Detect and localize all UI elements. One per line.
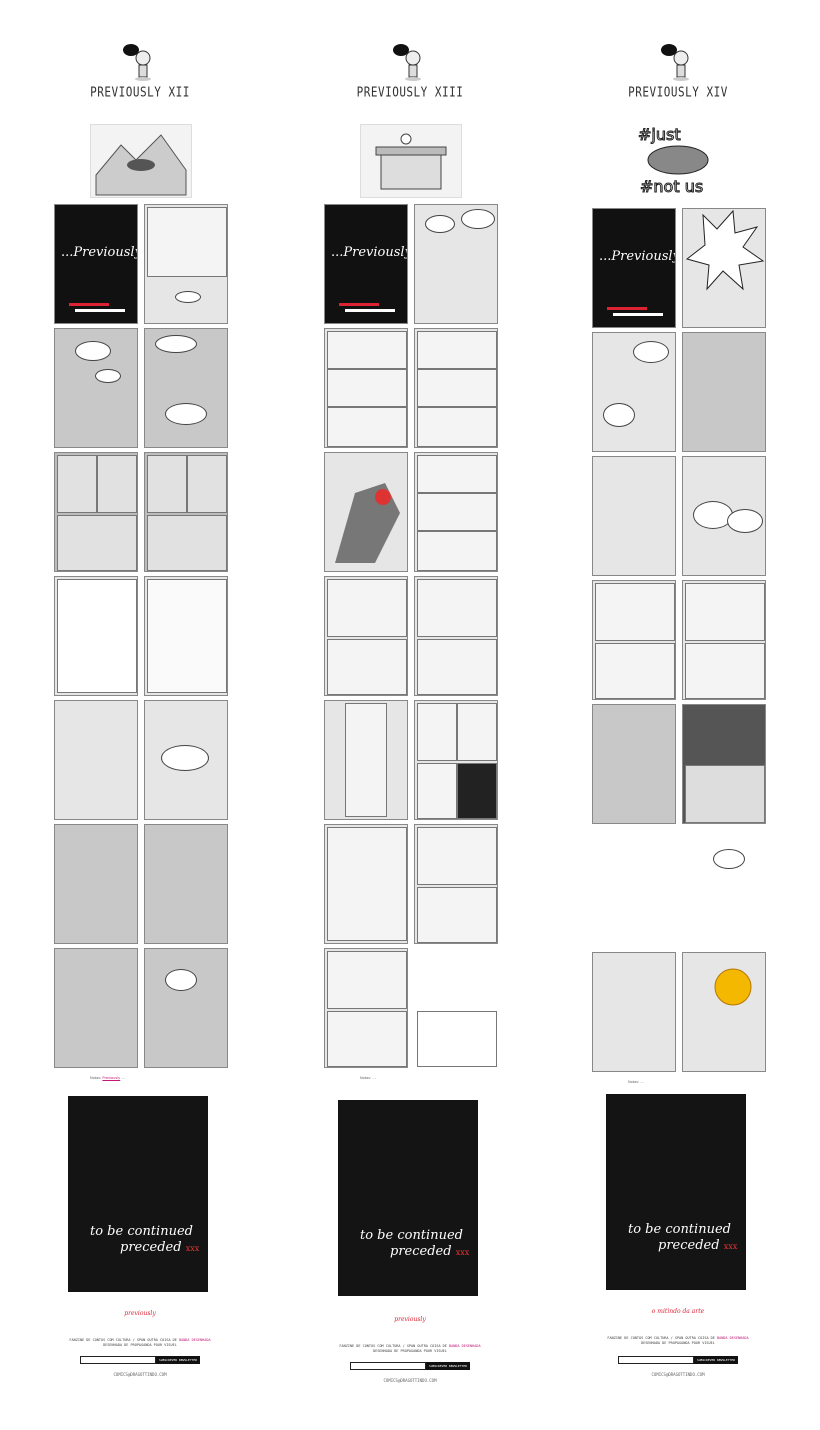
sun-icon <box>714 968 752 1006</box>
cover-logo: ...Previously <box>61 245 138 260</box>
comic-page[interactable] <box>682 580 766 700</box>
issue-title[interactable]: PREVIOUSLY XIII <box>356 84 464 101</box>
comic-page[interactable] <box>414 576 498 696</box>
comic-page[interactable] <box>682 704 766 824</box>
issue-column-xiv: PREVIOUSLY XIV #just #not us ...Previousl… <box>548 0 808 1430</box>
comic-page[interactable] <box>144 576 228 696</box>
comic-page[interactable] <box>414 328 498 448</box>
comic-page[interactable] <box>682 828 766 948</box>
mascot-icon <box>661 44 689 81</box>
newsletter-form: SUBSCREVER NEWSLETTER <box>618 1356 738 1364</box>
comic-page[interactable] <box>144 204 228 324</box>
footer-text: FANZINE DE CONTOS COM CULTURA / SPAN OUT… <box>69 1338 211 1347</box>
comic-page[interactable] <box>592 828 676 948</box>
comic-page[interactable] <box>144 700 228 820</box>
issue-notes: Notas: ... <box>628 1080 644 1084</box>
svg-text:#not us: #not us <box>640 177 703 196</box>
footer-logo[interactable]: previously <box>394 1316 426 1323</box>
comic-page[interactable] <box>592 332 676 452</box>
comic-page[interactable] <box>414 948 498 1068</box>
comic-page[interactable] <box>414 452 498 572</box>
newsletter-form: SUBSCREVER NEWSLETTER <box>350 1362 470 1370</box>
comic-page[interactable] <box>54 700 138 820</box>
comic-page[interactable]: ...Previously <box>592 208 676 328</box>
newsletter-email-input[interactable] <box>350 1362 426 1370</box>
comic-page[interactable]: ...Previously <box>324 204 408 324</box>
issue-notes: Notas: ... <box>360 1076 376 1080</box>
comic-page[interactable] <box>54 576 138 696</box>
to-be-continued-page: to be continued preceded xxx <box>606 1094 746 1290</box>
newsletter-form: SUBSCREVER NEWSLETTER <box>80 1356 200 1364</box>
comic-page[interactable] <box>54 328 138 448</box>
footer-logo[interactable]: o mitindo da arte <box>651 1308 705 1315</box>
contact-email[interactable]: COMICS@DRAGOTTINDO.COM <box>651 1372 705 1377</box>
footer-text: FANZINE DE CONTOS COM CULTURA / SPAN OUT… <box>607 1336 749 1345</box>
contact-email[interactable]: COMICS@DRAGOTTINDO.COM <box>383 1378 437 1383</box>
mascot-icon <box>393 44 421 81</box>
contact-email[interactable]: COMICS@DRAGOTTINDO.COM <box>113 1372 167 1377</box>
comic-page[interactable] <box>144 824 228 944</box>
newsletter-email-input[interactable] <box>80 1356 156 1364</box>
to-be-continued-page: to be continued preceded xxx <box>68 1096 208 1292</box>
comic-page[interactable] <box>324 948 408 1068</box>
comic-page[interactable] <box>144 328 228 448</box>
issue-thumbnail[interactable]: #just #not us <box>628 118 728 198</box>
subscribe-button[interactable]: SUBSCREVER NEWSLETTER <box>426 1362 470 1370</box>
comic-page[interactable] <box>54 948 138 1068</box>
issue-notes: Notas: Previously ... <box>90 1076 125 1080</box>
issue-column-xii: PREVIOUSLY XII ...Previously <box>10 0 270 1430</box>
cover-logo: ...Previously <box>599 249 676 264</box>
comic-page[interactable] <box>414 700 498 820</box>
issue-title[interactable]: PREVIOUSLY XII <box>90 84 190 101</box>
issue-thumbnail[interactable] <box>360 124 462 198</box>
comic-page[interactable] <box>324 700 408 820</box>
svg-text:#just: #just <box>638 125 681 144</box>
comic-page[interactable] <box>324 328 408 448</box>
comic-page[interactable] <box>682 952 766 1072</box>
comic-page[interactable] <box>324 824 408 944</box>
comic-page[interactable] <box>54 452 138 572</box>
mascot-icon <box>123 44 151 81</box>
newsletter-email-input[interactable] <box>618 1356 694 1364</box>
comic-page[interactable] <box>682 332 766 452</box>
subscribe-button[interactable]: SUBSCREVER NEWSLETTER <box>694 1356 738 1364</box>
comic-page[interactable] <box>592 952 676 1072</box>
subscribe-button[interactable]: SUBSCREVER NEWSLETTER <box>156 1356 200 1364</box>
comic-page[interactable] <box>144 948 228 1068</box>
notes-link[interactable]: Previously <box>102 1076 121 1080</box>
comic-page[interactable] <box>414 204 498 324</box>
comic-page[interactable] <box>54 824 138 944</box>
comic-page[interactable]: ...Previously <box>54 204 138 324</box>
cover-logo: ...Previously <box>331 245 408 260</box>
issue-column-xiii: PREVIOUSLY XIII ...Previously <box>280 0 540 1430</box>
footer-text: FANZINE DE CONTOS COM CULTURA / SPAN OUT… <box>339 1344 481 1353</box>
issue-title[interactable]: PREVIOUSLY XIV <box>628 84 728 101</box>
comic-page[interactable] <box>324 576 408 696</box>
comic-page[interactable] <box>592 580 676 700</box>
comic-page[interactable] <box>592 704 676 824</box>
comic-page[interactable] <box>144 452 228 572</box>
comic-page[interactable] <box>592 456 676 576</box>
to-be-continued-page: to be continued preceded xxx <box>338 1100 478 1296</box>
comic-page[interactable] <box>682 456 766 576</box>
comic-page[interactable] <box>324 452 408 572</box>
issue-thumbnail[interactable] <box>90 124 192 198</box>
footer-logo[interactable]: previously <box>124 1310 156 1317</box>
comic-page[interactable] <box>414 824 498 944</box>
comic-page[interactable] <box>682 208 766 328</box>
